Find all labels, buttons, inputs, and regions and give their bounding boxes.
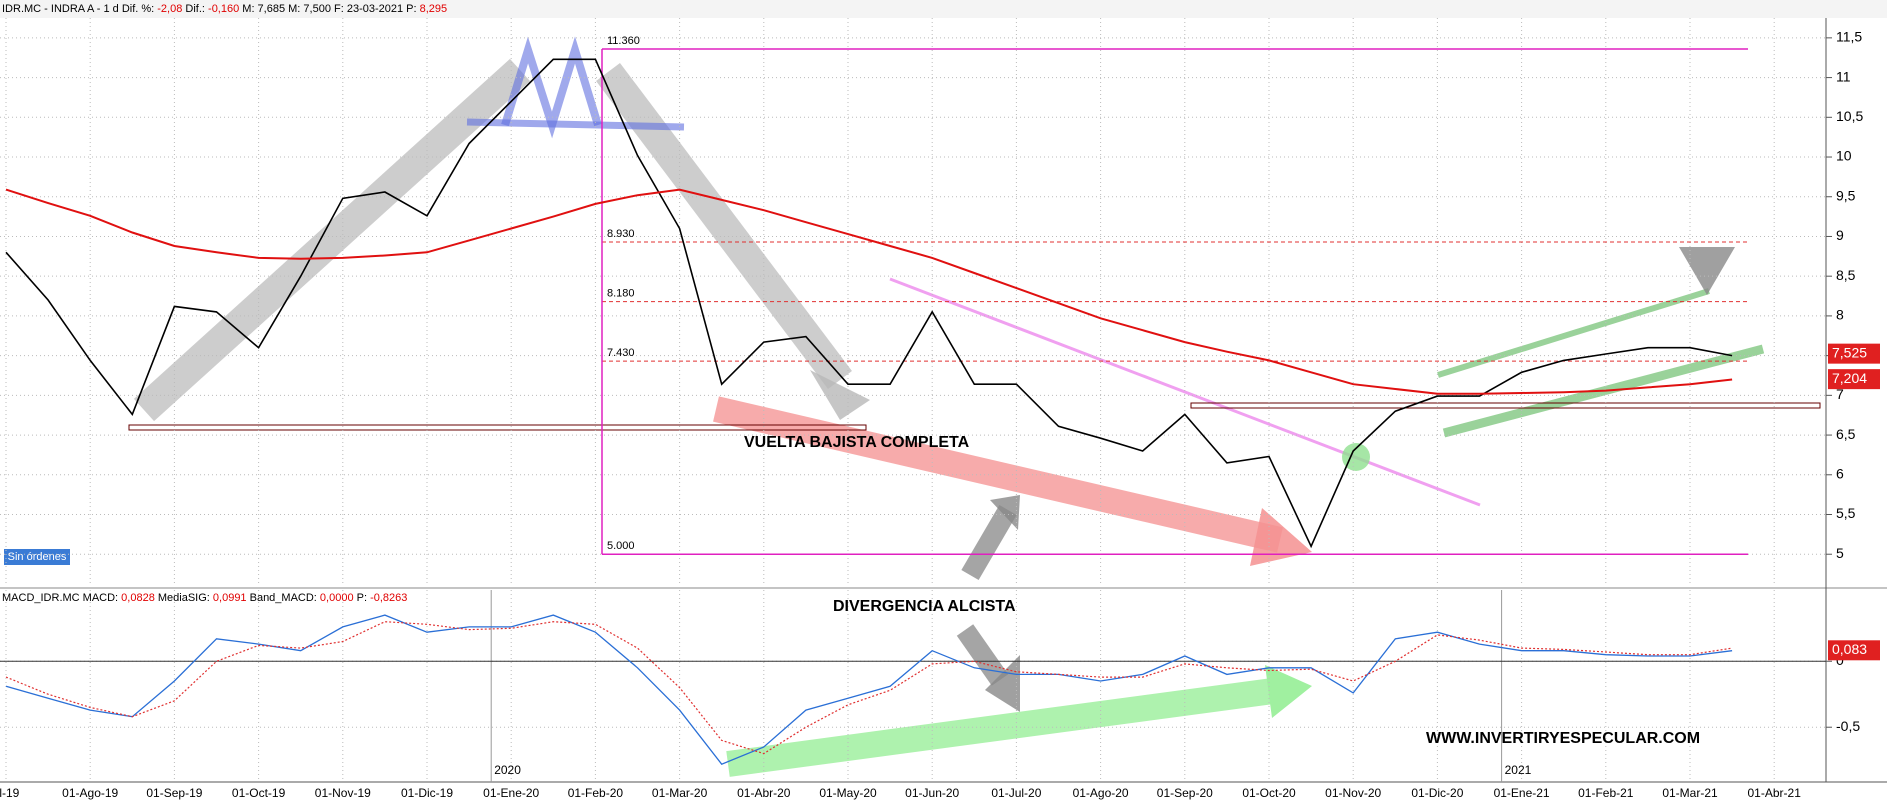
x-tick-label: 01-Oct-19: [232, 786, 286, 800]
x-tick-label: 01-Ago-20: [1073, 786, 1129, 800]
x-tick-label: 01-Sep-19: [146, 786, 202, 800]
x-tick-label: 01-Feb-20: [568, 786, 624, 800]
x-tick-label: 01-Nov-19: [315, 786, 371, 800]
header-item: P:: [406, 3, 419, 15]
channel-line: [1437, 288, 1710, 378]
header-item: Dif. %:: [122, 3, 157, 15]
header-item: M: 7,685 M: 7,500 F: 23-03-2021: [242, 3, 406, 15]
year-label: 2020: [494, 763, 521, 777]
arrow-head: [1265, 665, 1312, 718]
year-label: 2021: [1505, 763, 1532, 777]
x-tick-label: ul-19: [0, 786, 20, 800]
annotation: DIVERGENCIA ALCISTA: [833, 598, 1016, 615]
level-label: 8.180: [607, 288, 635, 300]
x-tick-label: 01-Sep-20: [1157, 786, 1213, 800]
y-tick-label: 6,5: [1836, 426, 1856, 442]
series-line: [5, 614, 1733, 765]
panel-header: MACD_IDR.MC MACD: 0,0828 MediaSIG: 0,099…: [2, 592, 407, 604]
y-tick-label: 11: [1836, 68, 1851, 84]
resistance-box: [1190, 402, 1821, 409]
x-tick-label: 01-Ene-20: [483, 786, 539, 800]
x-tick-label: 01-Ene-21: [1494, 786, 1550, 800]
level-label: 5.000: [607, 540, 635, 552]
gray-arrow: [596, 62, 852, 390]
x-tick-label: 01-Feb-21: [1578, 786, 1634, 800]
breakout-marker: [1342, 443, 1370, 471]
x-tick-label: 01-Oct-20: [1242, 786, 1296, 800]
neckline: [466, 118, 685, 131]
level-label: 7.430: [607, 347, 635, 359]
x-tick-label: 01-Mar-20: [652, 786, 708, 800]
price-badge: [1828, 369, 1880, 390]
x-tick-label: 01-Dic-20: [1411, 786, 1463, 800]
price-badge: [1828, 343, 1880, 364]
x-tick-label: 01-Mar-21: [1662, 786, 1718, 800]
x-tick-label: 01-Jul-20: [991, 786, 1041, 800]
y-tick-label: 9,5: [1836, 187, 1856, 203]
x-tick-label: 01-May-20: [819, 786, 877, 800]
header-item: Band_MACD:: [250, 592, 320, 604]
x-tick-label: 01-Abr-20: [737, 786, 791, 800]
y-tick-label: 9: [1836, 227, 1844, 243]
y-tick-label: 10: [1836, 148, 1852, 164]
top-marker: [1679, 247, 1735, 295]
series-line: [5, 58, 1733, 549]
arrow-head: [985, 655, 1020, 712]
series-line: [5, 621, 1733, 755]
header-item: IDR.MC - INDRA A - 1 d: [2, 3, 122, 15]
price-badge-label: 7,525: [1832, 344, 1867, 360]
trend-line: [889, 277, 1481, 507]
header-bar: [0, 0, 1887, 18]
annotation: VUELTA BAJISTA COMPLETA: [744, 434, 970, 451]
y-tick-label: 8,5: [1836, 267, 1856, 283]
y-tick-label: -0,5: [1836, 718, 1860, 734]
price-badge: [1828, 640, 1880, 661]
y-tick-label: 11,5: [1836, 29, 1862, 45]
x-tick-label: 01-Ago-19: [62, 786, 118, 800]
header-item: -0,8263: [370, 592, 407, 604]
level-label: 8.930: [607, 228, 635, 240]
y-tick-label: 5: [1836, 545, 1844, 561]
status-text: Sin órdenes: [8, 551, 67, 563]
y-tick-label: 7: [1836, 386, 1844, 402]
header-item: -2,08: [157, 3, 185, 15]
panel-header: IDR.MC - INDRA A - 1 d Dif. %: -2,08 Dif…: [2, 3, 447, 15]
header-item: 8,295: [420, 3, 448, 15]
x-tick-label: 01-Jun-20: [905, 786, 959, 800]
y-tick-label: 10,5: [1836, 108, 1863, 124]
header-item: MACD:: [83, 592, 122, 604]
y-tick-label: 8: [1836, 307, 1844, 323]
price-badge-label: 7,204: [1832, 370, 1867, 386]
y-tick-label: 5,5: [1836, 505, 1856, 521]
header-item: MACD_IDR.MC: [2, 592, 83, 604]
header-item: -0,160: [208, 3, 242, 15]
x-tick-label: 01-Dic-19: [401, 786, 453, 800]
header-item: 0,0000: [320, 592, 357, 604]
level-label: 11.360: [607, 35, 640, 47]
arrow-head: [1250, 508, 1312, 566]
price-badge-label: 0,083: [1832, 641, 1867, 657]
series-line: [5, 188, 1733, 395]
red-arrow: [713, 396, 1283, 553]
header-item: MediaSIG:: [158, 592, 213, 604]
gray-arrow: [961, 504, 1017, 581]
drawings: [128, 36, 1821, 777]
annotation: WWW.INVERTIRYESPECULAR.COM: [1426, 730, 1700, 747]
header-item: 0,0828: [121, 592, 158, 604]
y-tick-label: 6: [1836, 465, 1844, 481]
x-tick-label: 01-Nov-20: [1325, 786, 1381, 800]
gray-arrow: [133, 58, 531, 422]
x-tick-label: 01-Abr-21: [1748, 786, 1802, 800]
header-item: Dif.:: [185, 3, 208, 15]
gray-arrow: [956, 624, 1009, 686]
header-item: 0,0991: [213, 592, 250, 604]
arrow-head: [990, 495, 1020, 530]
status-badge: [4, 549, 70, 565]
support-box: [128, 424, 867, 431]
header-item: P:: [357, 592, 370, 604]
